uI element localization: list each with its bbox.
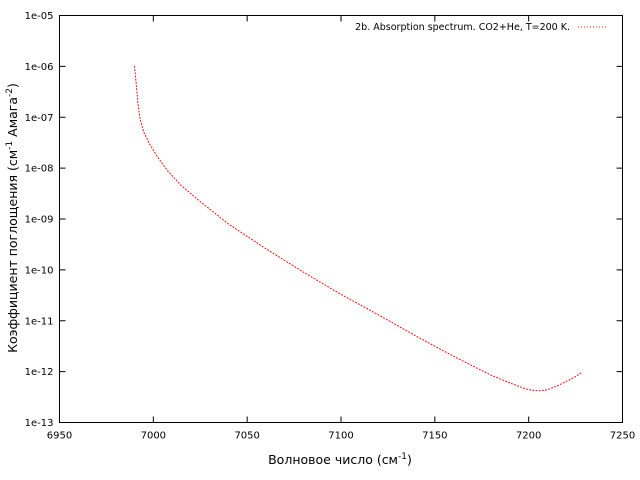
x-tick-label: 7150	[422, 431, 447, 442]
y-tick-label: 1e-07	[25, 113, 54, 124]
y-tick-label: 1e-05	[25, 11, 54, 22]
x-tick-label: 7000	[141, 431, 166, 442]
y-axis-ticks: 1e-13 1e-12 1e-11 1e-10 1e-09 1e-08 1e-07 1e-06…	[25, 11, 623, 429]
x-tick-label: 7200	[516, 431, 541, 442]
y-tick-label: 1e-13	[25, 418, 54, 429]
x-tick-label: 7050	[234, 431, 259, 442]
legend-label: 2b. Absorption spectrum. CO2+He, T=200 K…	[355, 22, 570, 33]
legend: 2b. Absorption spectrum. CO2+He, T=200 K…	[355, 22, 608, 33]
series-line	[134, 65, 582, 392]
plot-frame	[59, 15, 623, 423]
x-tick-label: 7100	[328, 431, 353, 442]
y-tick-label: 1e-10	[25, 265, 54, 276]
x-axis-title: Волновое число (см-1)	[268, 452, 412, 467]
y-tick-label: 1e-12	[25, 367, 54, 378]
x-tick-label: 6950	[47, 431, 72, 442]
x-axis-ticks: 6950 7000 7050 7100 7150 7200 7250	[47, 15, 635, 442]
series-layer	[134, 65, 582, 392]
y-tick-label: 1e-09	[25, 215, 54, 226]
y-tick-label: 1e-11	[25, 316, 54, 327]
x-tick-label: 7250	[610, 431, 635, 442]
y-tick-label: 1e-08	[25, 164, 54, 175]
y-axis-title: Коэффициент поглощения (см-1 Амага-2)	[5, 83, 20, 353]
y-tick-label: 1e-06	[25, 62, 54, 73]
